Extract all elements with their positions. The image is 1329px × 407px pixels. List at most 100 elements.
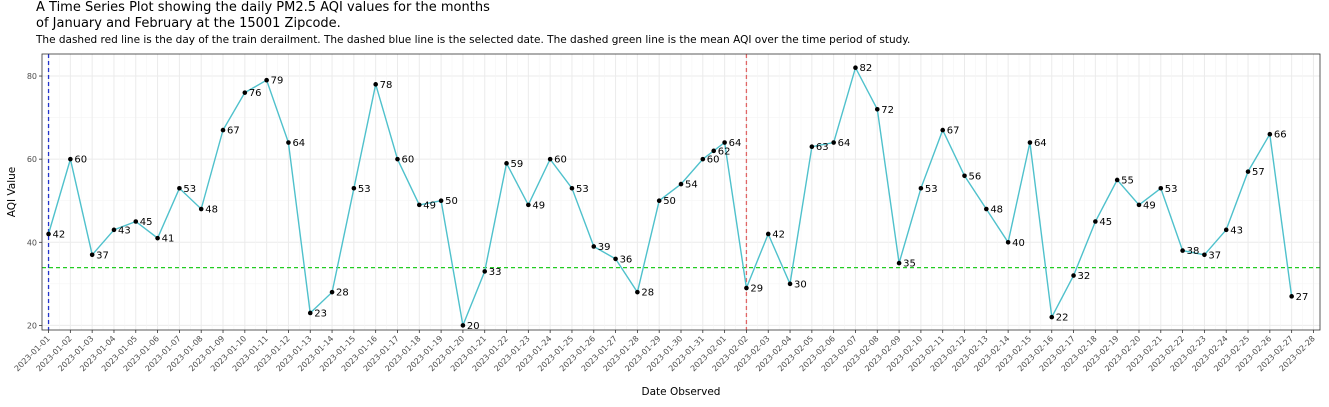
data-point (242, 90, 248, 95)
data-label: 27 (1296, 292, 1309, 303)
data-label: 72 (881, 105, 894, 116)
data-labels: 42 60 37 43 45 41 53 48 67 76 79 64 23 28 53 78 60 49 50 20… (53, 63, 1309, 332)
data-label: 59 (511, 159, 524, 170)
data-point (1289, 294, 1294, 299)
data-label: 40 (1012, 238, 1025, 249)
data-point (1049, 314, 1055, 320)
data-label: 22 (1056, 313, 1069, 324)
data-point (395, 156, 400, 162)
data-label: 53 (1165, 184, 1178, 195)
data-label: 54 (685, 180, 698, 191)
data-label: 45 (1099, 217, 1112, 228)
data-point (373, 82, 378, 87)
data-label: 38 (1187, 246, 1200, 257)
data-label: 60 (401, 155, 414, 166)
data-point (613, 256, 618, 262)
y-axis-title: AQI Value (6, 167, 18, 218)
data-point (526, 202, 531, 208)
data-point (1180, 248, 1185, 253)
chart-title: A Time Series Plot showing the daily PM2… (36, 0, 490, 31)
data-point (111, 227, 117, 233)
data-point (416, 202, 422, 208)
data-point (177, 185, 182, 191)
data-point (635, 289, 640, 295)
data-label: 50 (445, 196, 458, 207)
data-point (89, 252, 95, 258)
data-label: 55 (1121, 175, 1134, 186)
data-label: 62 (718, 146, 731, 157)
data-point (1245, 169, 1251, 174)
data-point (46, 231, 51, 237)
data-label: 64 (838, 138, 851, 149)
y-tick-label: 80 (27, 72, 37, 81)
data-label: 39 (598, 242, 611, 253)
data-point (1223, 227, 1229, 233)
data-label: 28 (336, 288, 349, 299)
grid (42, 54, 1320, 330)
data-label: 42 (772, 229, 785, 240)
data-point (133, 219, 139, 224)
y-tick-label: 60 (27, 155, 37, 164)
data-label: 29 (750, 284, 763, 295)
data-point (1114, 177, 1120, 183)
data-point (286, 140, 291, 145)
data-label: 60 (554, 155, 567, 166)
data-label: 48 (205, 205, 218, 216)
data-points (46, 65, 1294, 328)
data-label: 49 (532, 200, 545, 211)
data-point (711, 148, 717, 154)
data-label: 60 (74, 155, 87, 166)
data-point (940, 127, 946, 133)
data-label: 64 (729, 138, 742, 149)
data-point (984, 206, 989, 212)
data-label: 30 (794, 279, 807, 290)
data-point (155, 235, 160, 241)
data-point (482, 269, 488, 274)
data-point (744, 285, 749, 291)
data-label: 41 (162, 234, 175, 245)
y-tick-label: 20 (27, 321, 37, 330)
data-label: 64 (1034, 138, 1047, 149)
data-label: 43 (118, 225, 131, 236)
data-label: 76 (249, 88, 262, 99)
data-point (264, 77, 269, 83)
data-point (765, 231, 771, 237)
data-label: 64 (292, 138, 305, 149)
data-label: 57 (1252, 167, 1265, 178)
data-label: 79 (271, 76, 284, 87)
chart-subtitle: The dashed red line is the day of the tr… (36, 34, 911, 46)
data-label: 42 (53, 229, 66, 240)
data-point (1136, 202, 1142, 208)
data-point (831, 140, 836, 145)
data-point (1093, 219, 1098, 224)
data-point (853, 65, 858, 71)
data-label: 35 (903, 259, 916, 270)
data-label: 20 (467, 321, 480, 332)
data-label: 28 (641, 288, 654, 299)
data-point (962, 173, 967, 179)
data-point (569, 185, 575, 191)
reference-lines (42, 54, 1320, 330)
data-label: 37 (1208, 250, 1221, 261)
data-point (329, 289, 335, 295)
x-axis-title: Date Observed (642, 386, 721, 398)
data-label: 48 (990, 205, 1003, 216)
data-label: 50 (663, 196, 676, 207)
data-point (68, 156, 73, 162)
data-point (787, 281, 793, 287)
data-point (547, 156, 553, 162)
data-point (656, 198, 662, 204)
y-tick-label: 40 (27, 238, 37, 247)
data-label: 43 (1230, 225, 1243, 236)
data-label: 33 (489, 267, 502, 278)
data-label: 63 (816, 142, 829, 153)
data-label: 67 (227, 126, 240, 137)
data-point (896, 260, 902, 266)
data-label: 78 (380, 80, 393, 91)
data-point (1202, 252, 1207, 258)
data-label: 32 (1078, 271, 1091, 282)
data-label: 36 (620, 254, 633, 265)
data-label: 82 (859, 63, 872, 74)
data-label: 66 (1274, 130, 1287, 141)
